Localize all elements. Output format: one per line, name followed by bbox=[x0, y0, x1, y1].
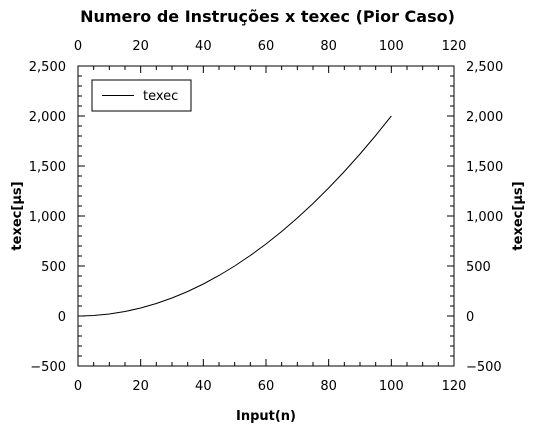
y-tick-label-left: 1,500 bbox=[29, 160, 66, 175]
chart-title: Numero de Instruções x texec (Pior Caso) bbox=[80, 7, 455, 26]
x-tick-label-top: 40 bbox=[195, 39, 212, 54]
x-tick-label-top: 0 bbox=[74, 39, 82, 54]
axis-ticks bbox=[77, 65, 455, 367]
legend: texec bbox=[91, 79, 192, 112]
y-tick-label-left: −500 bbox=[30, 360, 66, 375]
x-tick-label-bottom: 120 bbox=[442, 379, 467, 394]
x-tick-label-bottom: 60 bbox=[258, 379, 275, 394]
x-tick-label-bottom: 100 bbox=[379, 379, 404, 394]
x-tick-label-bottom: 80 bbox=[320, 379, 337, 394]
x-axis-label: Input(n) bbox=[236, 409, 296, 424]
x-tick-label-top: 20 bbox=[132, 39, 149, 54]
x-tick-label-top: 100 bbox=[379, 39, 404, 54]
legend-label-texec: texec bbox=[143, 89, 178, 104]
y-tick-label-left: 2,000 bbox=[29, 110, 66, 125]
x-tick-label-top: 80 bbox=[320, 39, 337, 54]
series-line-texec bbox=[81, 115, 392, 317]
x-tick-label-bottom: 0 bbox=[74, 379, 82, 394]
y-tick-label-right: 2,500 bbox=[466, 60, 503, 75]
y-tick-label-right: −500 bbox=[466, 360, 502, 375]
y-tick-label-right: 500 bbox=[466, 260, 491, 275]
y-tick-label-right: 2,000 bbox=[466, 110, 503, 125]
series-layer bbox=[81, 115, 392, 317]
y-tick-label-left: 1,000 bbox=[29, 210, 66, 225]
y-axis-label-right: texec[µs] bbox=[511, 181, 526, 250]
y-tick-label-left: 2,500 bbox=[29, 60, 66, 75]
x-tick-label-bottom: 40 bbox=[195, 379, 212, 394]
x-tick-label-top: 60 bbox=[258, 39, 275, 54]
y-axis-label-left: texec[µs] bbox=[10, 181, 25, 250]
x-tick-label-bottom: 20 bbox=[132, 379, 149, 394]
axis-tick-labels: 0 0 20 20 40 40 60 60 80 80 100 100 120 120 −500 −500 0 0… bbox=[29, 39, 503, 394]
y-tick-label-left: 500 bbox=[41, 260, 66, 275]
y-tick-label-right: 0 bbox=[466, 310, 474, 325]
y-tick-label-left: 0 bbox=[58, 310, 66, 325]
y-tick-label-right: 1,500 bbox=[466, 160, 503, 175]
plot-area bbox=[77, 65, 455, 367]
y-tick-label-right: 1,000 bbox=[466, 210, 503, 225]
x-tick-label-top: 120 bbox=[442, 39, 467, 54]
